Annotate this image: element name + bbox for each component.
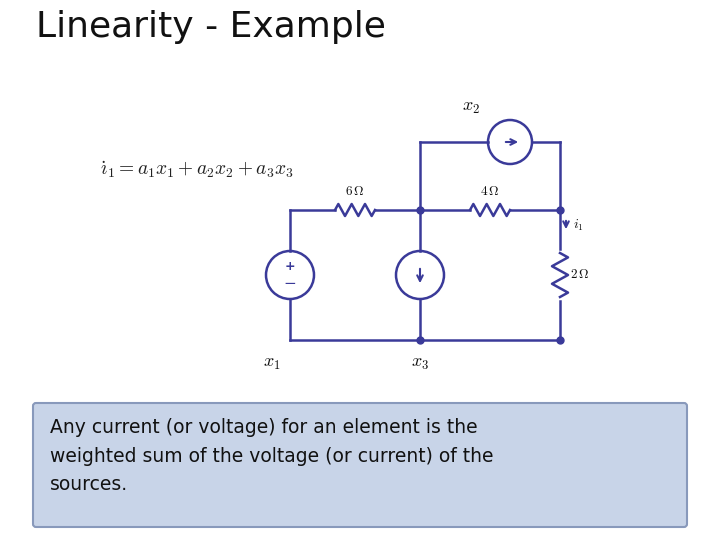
Text: $6\,\Omega$: $6\,\Omega$: [346, 185, 365, 198]
Text: Linearity - Example: Linearity - Example: [36, 10, 386, 44]
Text: −: −: [284, 276, 297, 292]
Text: $i_1$: $i_1$: [573, 217, 584, 233]
Text: $x_2$: $x_2$: [462, 98, 480, 116]
FancyBboxPatch shape: [33, 403, 687, 527]
Text: $2\,\Omega$: $2\,\Omega$: [570, 268, 590, 281]
Text: Any current (or voltage) for an element is the
weighted sum of the voltage (or c: Any current (or voltage) for an element …: [50, 418, 493, 495]
Text: $x_1$: $x_1$: [264, 354, 281, 372]
Text: $4\,\Omega$: $4\,\Omega$: [480, 185, 500, 198]
Text: +: +: [284, 260, 295, 273]
Text: $\dot{\imath}_1 = a_1x_1 + a_2x_2 + a_3x_3$: $\dot{\imath}_1 = a_1x_1 + a_2x_2 + a_3x…: [100, 159, 294, 180]
Text: $x_3$: $x_3$: [411, 354, 429, 372]
